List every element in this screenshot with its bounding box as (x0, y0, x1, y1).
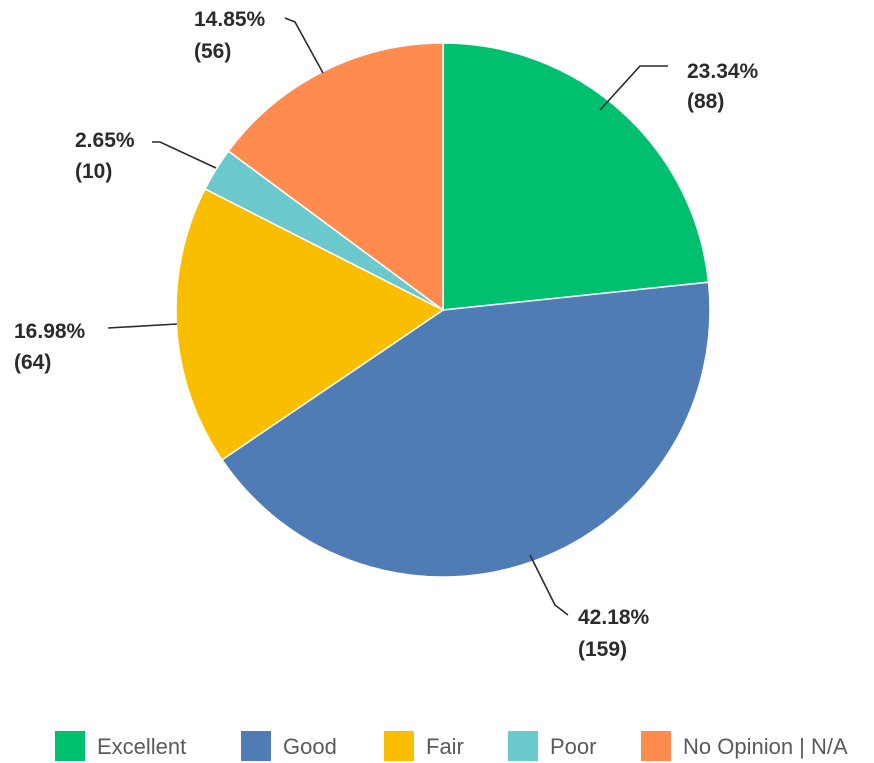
legend-swatch-fair (384, 731, 414, 761)
leader-line-no-opinion (284, 17, 324, 74)
legend-item-good[interactable]: Good (241, 731, 337, 761)
legend-item-fair[interactable]: Fair (384, 731, 464, 761)
label-excellent-percent: 23.34% (687, 60, 759, 83)
label-fair-percent: 16.98% (14, 320, 86, 343)
legend-swatch-poor (508, 731, 538, 761)
pie-slice-fair[interactable] (175, 187, 445, 461)
legend-item-no-opinion[interactable]: No Opinion | N/A (641, 731, 848, 761)
label-no-opinion-count: (56) (194, 40, 231, 63)
legend-label-no-opinion: No Opinion | N/A (683, 734, 848, 759)
legend-swatch-no-opinion (641, 731, 671, 761)
label-fair-count: (64) (14, 351, 51, 374)
legend-item-excellent[interactable]: Excellent (55, 731, 186, 761)
pie-slice-good[interactable] (220, 281, 711, 578)
legend: Excellent Good Fair Poor No Opinion | N/… (55, 731, 848, 761)
legend-label-good: Good (283, 734, 337, 759)
leader-line-fair (107, 323, 178, 329)
leader-line-good (529, 554, 569, 616)
leader-lines (107, 17, 668, 616)
label-good-percent: 42.18% (578, 606, 650, 629)
data-labels: 23.34% (88) 42.18% (159) 16.98% (64) 2.6… (14, 8, 759, 661)
legend-label-poor: Poor (550, 734, 596, 759)
pie-slice-excellent[interactable] (442, 42, 710, 311)
legend-label-fair: Fair (426, 734, 464, 759)
label-poor-count: (10) (75, 160, 112, 183)
leader-line-poor (152, 141, 217, 169)
pie-slices (175, 42, 711, 578)
leader-line-excellent (599, 65, 668, 111)
legend-swatch-good (241, 731, 271, 761)
label-poor-percent: 2.65% (75, 129, 135, 152)
legend-swatch-excellent (55, 731, 85, 761)
label-excellent-count: (88) (687, 90, 724, 113)
label-good-count: (159) (578, 638, 627, 661)
legend-item-poor[interactable]: Poor (508, 731, 596, 761)
label-no-opinion-percent: 14.85% (194, 8, 266, 31)
legend-label-excellent: Excellent (97, 734, 186, 759)
